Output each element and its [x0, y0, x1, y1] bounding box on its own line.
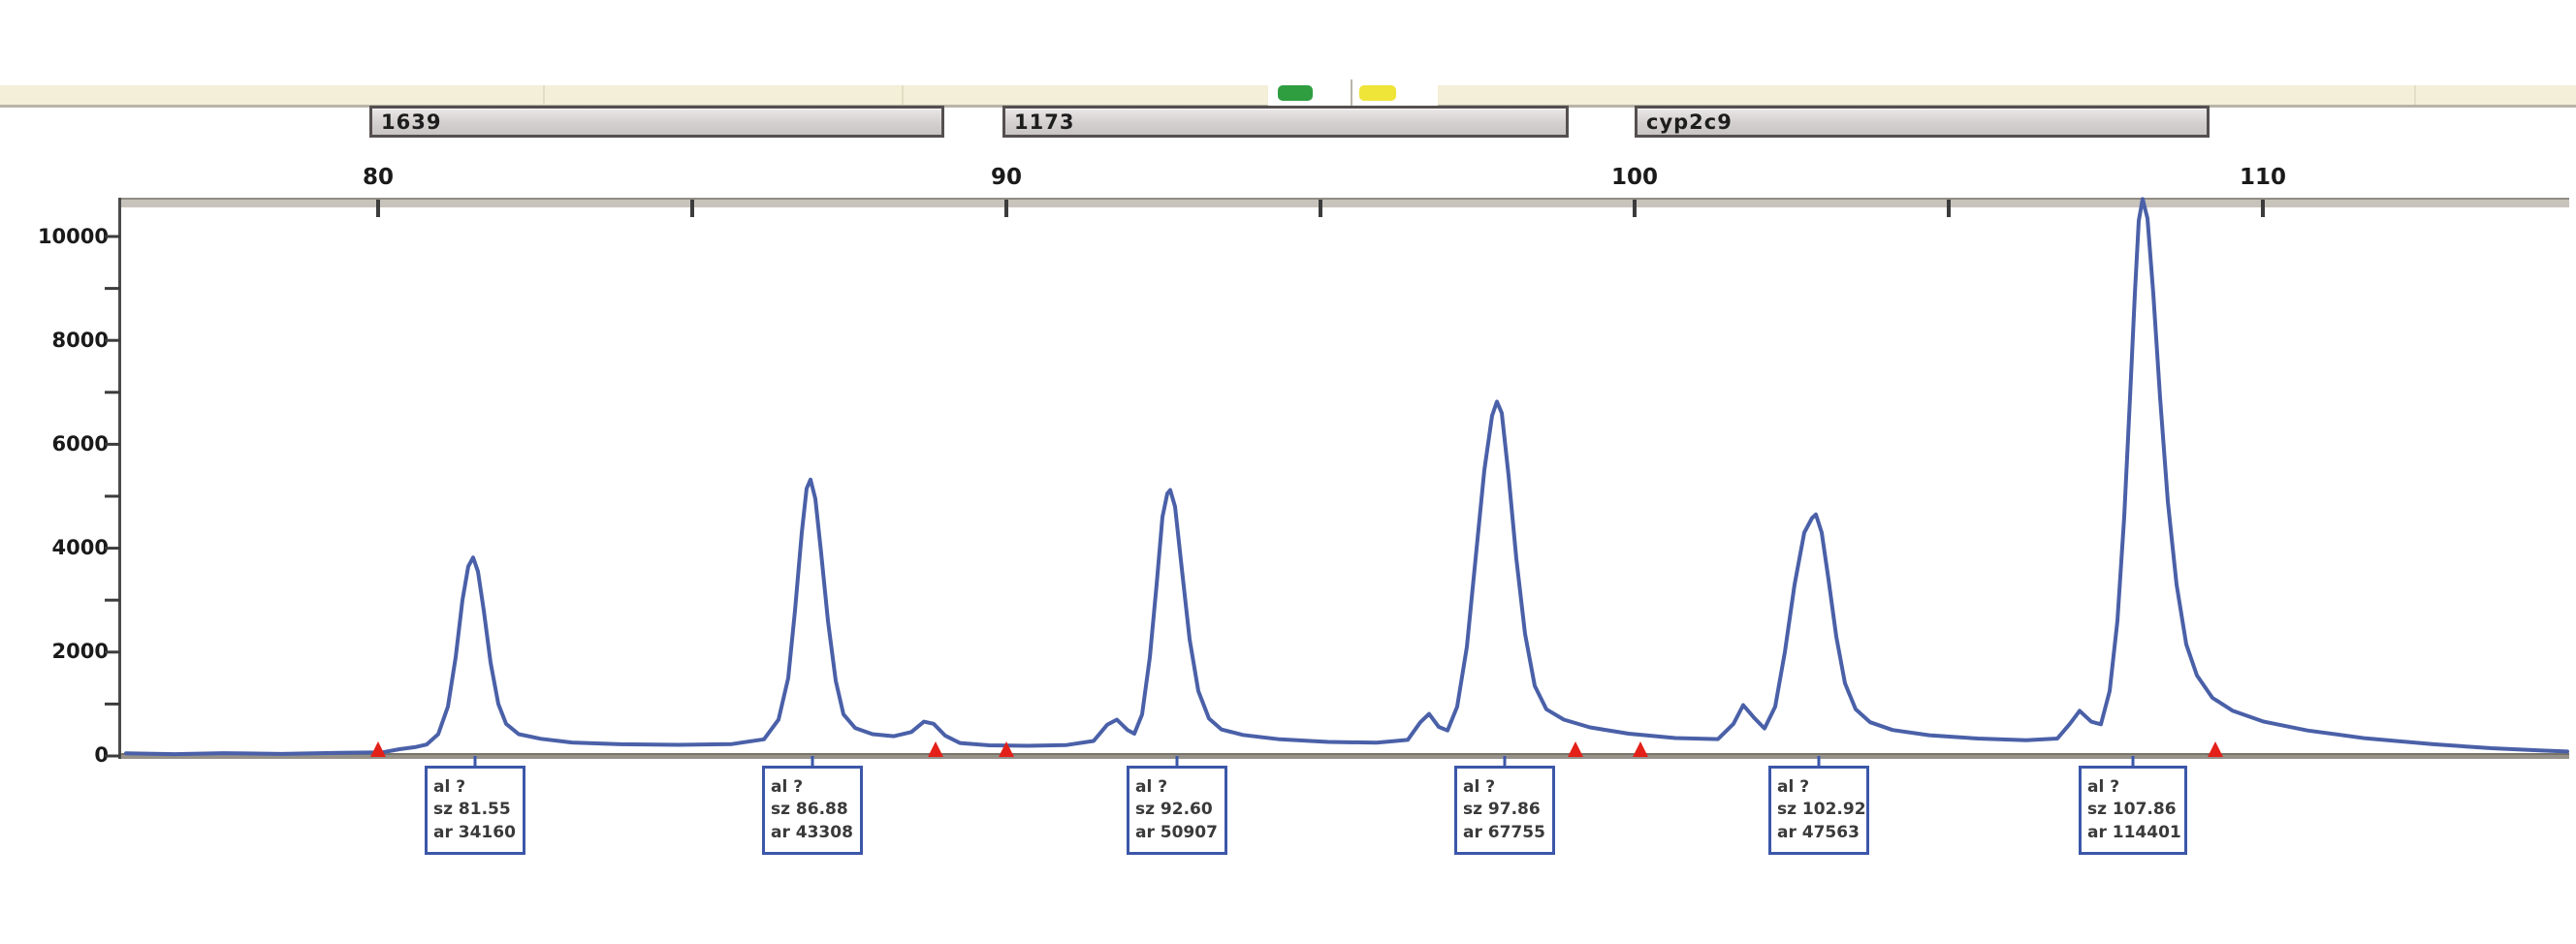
panel-label: 1639: [381, 110, 442, 134]
ruler-divider: [902, 85, 904, 105]
bottom-axis-edge: [120, 753, 2569, 755]
top-axis-edge: [120, 198, 2569, 200]
peak-allele: al ?: [1463, 777, 1496, 798]
peak-connector: [473, 756, 477, 768]
top-axis-band: [120, 198, 2569, 207]
peak-allele: al ?: [2087, 777, 2120, 798]
peak-label-box[interactable]: al ? sz 97.86 ar 67755: [1454, 766, 1555, 855]
peak-connector: [1175, 756, 1179, 768]
size-marker-triangle: [370, 741, 386, 757]
peak-size: sz 107.86: [2087, 800, 2177, 820]
peak-connector: [1817, 756, 1821, 768]
y-minor-tick: [105, 287, 120, 291]
y-minor-tick: [105, 442, 120, 446]
y-tick-label: 0: [94, 743, 109, 767]
peak-size: sz 102.92: [1777, 800, 1866, 820]
y-minor-tick: [105, 235, 120, 238]
peak-area: ar 114401: [2087, 822, 2181, 842]
peak-allele: al ?: [771, 777, 804, 798]
ruler-divider: [543, 85, 545, 105]
marker-panel-1639[interactable]: 1639: [369, 106, 944, 138]
y-minor-tick: [105, 547, 120, 551]
peak-size: sz 97.86: [1463, 800, 1541, 820]
peak-allele: al ?: [1135, 777, 1168, 798]
green-marker-chip[interactable]: [1278, 85, 1313, 101]
peak-label-box[interactable]: al ? sz 102.92 ar 47563: [1768, 766, 1869, 855]
peak-label-box[interactable]: al ? sz 92.60 ar 50907: [1127, 766, 1227, 855]
size-marker-triangle: [1568, 741, 1583, 757]
panel-label: cyp2c9: [1646, 110, 1733, 134]
y-minor-tick: [105, 650, 120, 654]
peak-allele: al ?: [1777, 777, 1810, 798]
peak-connector: [811, 756, 814, 768]
peak-size: sz 86.88: [771, 800, 848, 820]
ruler-divider: [2414, 85, 2416, 105]
peak-area: ar 67755: [1463, 822, 1545, 842]
size-marker-triangle: [928, 741, 943, 757]
y-tick-label: 4000: [51, 536, 109, 559]
peak-area: ar 47563: [1777, 822, 1860, 842]
size-marker-triangle: [1633, 741, 1648, 757]
peak-area: ar 43308: [771, 822, 853, 842]
size-marker-triangle: [999, 741, 1014, 757]
x-minor-tick: [1947, 200, 1951, 217]
x-minor-tick: [1004, 200, 1008, 217]
y-minor-tick: [105, 754, 120, 758]
peak-connector: [2131, 756, 2135, 768]
y-axis-line: [118, 198, 121, 759]
size-marker-triangle: [2208, 741, 2223, 757]
x-minor-tick: [690, 200, 694, 217]
y-minor-tick: [105, 702, 120, 706]
x-minor-tick: [1319, 200, 1322, 217]
panel-label: 1173: [1014, 110, 1075, 134]
y-tick-label: 2000: [51, 640, 109, 663]
peak-area: ar 50907: [1135, 822, 1218, 842]
x-minor-tick: [1633, 200, 1637, 217]
y-minor-tick: [105, 494, 120, 498]
x-tick-label: 100: [1610, 165, 1659, 190]
marker-panel-cyp2c9[interactable]: cyp2c9: [1635, 106, 2210, 138]
x-minor-tick: [2261, 200, 2265, 217]
peak-size: sz 92.60: [1135, 800, 1213, 820]
y-tick-label: 8000: [51, 329, 109, 352]
y-minor-tick: [105, 338, 120, 342]
notch-divider: [1351, 79, 1352, 108]
peak-label-box[interactable]: al ? sz 86.88 ar 43308: [762, 766, 863, 855]
peak-label-box[interactable]: al ? sz 81.55 ar 34160: [425, 766, 525, 855]
y-tick-label: 10000: [37, 225, 109, 248]
x-tick-label: 80: [362, 165, 395, 190]
x-tick-label: 110: [2239, 165, 2287, 190]
x-minor-tick: [376, 200, 380, 217]
peak-area: ar 34160: [433, 822, 516, 842]
y-tick-label: 6000: [51, 432, 109, 456]
bottom-axis-band: [120, 753, 2569, 759]
y-minor-tick: [105, 391, 120, 394]
ruler-notch: [1268, 79, 1438, 108]
yellow-marker-chip[interactable]: [1359, 85, 1396, 101]
peak-size: sz 81.55: [433, 800, 511, 820]
peak-connector: [1503, 756, 1507, 768]
peak-label-box[interactable]: al ? sz 107.86 ar 114401: [2079, 766, 2187, 855]
y-minor-tick: [105, 598, 120, 602]
x-tick-label: 90: [990, 165, 1023, 190]
marker-panel-1173[interactable]: 1173: [1002, 106, 1569, 138]
trace-line: [124, 197, 2569, 757]
peak-allele: al ?: [433, 777, 466, 798]
